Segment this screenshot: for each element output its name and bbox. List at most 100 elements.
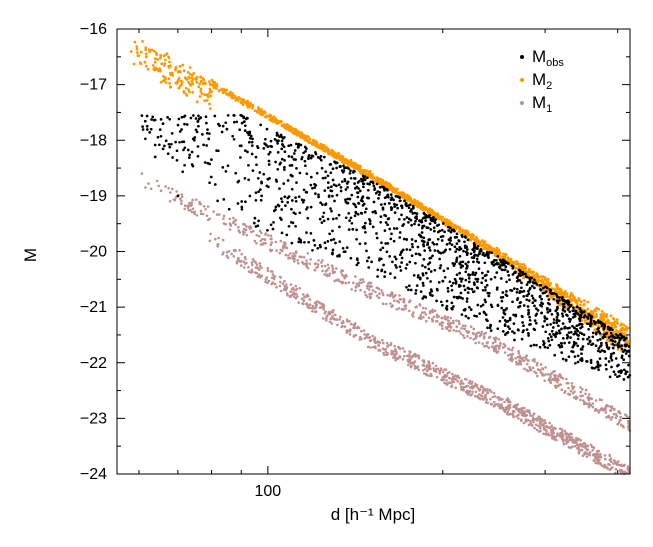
mobs-point: [426, 241, 430, 244]
mobs-point: [487, 294, 491, 298]
m2-point: [361, 170, 365, 174]
m1-point: [562, 438, 565, 441]
m1-point: [366, 287, 369, 290]
mobs-point: [375, 236, 379, 240]
m1-point: [501, 406, 505, 410]
mobs-point: [319, 201, 322, 205]
legend-marker: [520, 78, 524, 82]
mobs-point: [410, 238, 414, 241]
mobs-point: [445, 304, 449, 308]
m2-point: [135, 51, 139, 54]
m1-point: [291, 286, 295, 290]
mobs-point: [401, 224, 404, 228]
m1-point: [529, 414, 532, 417]
mobs-point: [267, 159, 271, 163]
y-axis-label: M: [21, 248, 40, 262]
m1-point: [532, 420, 535, 424]
mobs-point: [279, 161, 282, 165]
mobs-point: [568, 310, 572, 314]
mobs-point: [409, 288, 413, 292]
mobs-point: [372, 184, 376, 188]
mobs-point: [610, 365, 613, 369]
mobs-point: [414, 239, 418, 243]
m1-point: [359, 335, 362, 339]
mobs-point: [475, 253, 478, 257]
m1-point: [463, 336, 466, 340]
mobs-point: [548, 332, 552, 336]
m2-point: [283, 124, 287, 128]
m1-point: [305, 303, 308, 306]
m1-point: [567, 381, 570, 385]
mobs-point: [576, 312, 580, 315]
m2-point: [290, 128, 294, 132]
mobs-point: [286, 179, 290, 182]
m1-point: [256, 266, 259, 269]
mobs-point: [527, 331, 530, 335]
m1-point: [344, 273, 348, 277]
mobs-point: [414, 289, 418, 292]
m1-point: [580, 444, 583, 448]
mobs-point: [386, 242, 390, 245]
m1-point: [242, 266, 246, 269]
mobs-point: [515, 290, 519, 294]
m1-point: [382, 341, 385, 345]
m1-point: [570, 436, 574, 439]
m2-point: [155, 53, 159, 56]
m1-point: [565, 435, 568, 439]
m2-point: [393, 187, 397, 191]
m2-point: [544, 278, 547, 281]
mobs-point: [476, 244, 480, 248]
m1-point: [428, 365, 432, 368]
mobs-point: [264, 143, 268, 146]
mobs-point: [392, 198, 395, 202]
m1-point: [536, 417, 539, 420]
m1-point: [491, 395, 495, 399]
mobs-point: [343, 250, 347, 253]
m2-point: [602, 330, 606, 334]
mobs-point: [571, 309, 575, 313]
m2-point: [395, 189, 398, 193]
m1-point: [508, 400, 512, 404]
m1-point: [615, 414, 619, 418]
m1-point: [409, 350, 412, 354]
m1-point: [257, 268, 261, 272]
m1-point: [608, 453, 611, 457]
mobs-point: [398, 236, 402, 239]
m2-point: [251, 104, 255, 108]
m2-point: [144, 46, 148, 50]
m2-point: [153, 57, 157, 61]
m2-point: [177, 76, 181, 80]
mobs-point: [338, 240, 342, 243]
mobs-point: [402, 237, 406, 241]
m2-point: [190, 76, 194, 80]
mobs-point: [309, 156, 313, 160]
m1-point: [212, 210, 215, 213]
mobs-point: [393, 205, 397, 208]
mobs-point: [555, 319, 559, 323]
mobs-point: [417, 223, 421, 227]
m1-point: [358, 338, 362, 341]
m1-point: [338, 318, 342, 321]
mobs-point: [443, 250, 446, 253]
mobs-point: [467, 280, 471, 284]
mobs-point: [480, 271, 484, 275]
m1-point: [374, 290, 377, 294]
m2-point: [384, 183, 387, 187]
m1-point: [234, 249, 237, 253]
mobs-point: [618, 338, 621, 342]
m1-point: [214, 237, 217, 241]
m1-point: [242, 222, 245, 226]
m2-point: [170, 71, 174, 75]
mobs-point: [327, 194, 331, 198]
mobs-point: [254, 225, 258, 228]
y-tick-label: −18: [80, 132, 107, 149]
mobs-point: [455, 273, 459, 277]
mobs-point: [443, 275, 447, 279]
m1-point: [247, 225, 251, 229]
mobs-point: [324, 246, 328, 250]
m1-point: [321, 259, 324, 262]
mobs-point: [589, 315, 593, 318]
mobs-point: [321, 203, 324, 206]
m2-point: [416, 205, 420, 209]
m1-point: [510, 356, 513, 360]
